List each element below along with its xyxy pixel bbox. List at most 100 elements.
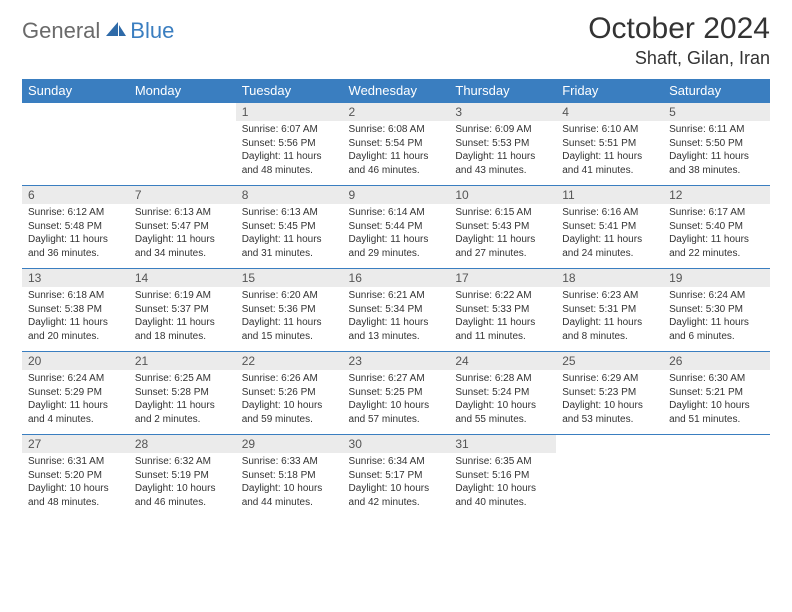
location-text: Shaft, Gilan, Iran xyxy=(588,48,770,69)
day-number: 9 xyxy=(343,186,450,204)
day-number: 23 xyxy=(343,352,450,370)
day-header-cell: Friday xyxy=(556,79,663,103)
day-cell: 8Sunrise: 6:13 AMSunset: 5:45 PMDaylight… xyxy=(236,186,343,269)
day-cell: 10Sunrise: 6:15 AMSunset: 5:43 PMDayligh… xyxy=(449,186,556,269)
day-details: Sunrise: 6:19 AMSunset: 5:37 PMDaylight:… xyxy=(129,287,236,351)
title-block: October 2024 Shaft, Gilan, Iran xyxy=(588,12,770,69)
week-row: 20Sunrise: 6:24 AMSunset: 5:29 PMDayligh… xyxy=(22,352,770,435)
month-title: October 2024 xyxy=(588,12,770,46)
day-number: 17 xyxy=(449,269,556,287)
day-number: 4 xyxy=(556,103,663,121)
day-details: Sunrise: 6:29 AMSunset: 5:23 PMDaylight:… xyxy=(556,370,663,434)
day-details: Sunrise: 6:20 AMSunset: 5:36 PMDaylight:… xyxy=(236,287,343,351)
day-number: 5 xyxy=(663,103,770,121)
day-number: 21 xyxy=(129,352,236,370)
day-number: 13 xyxy=(22,269,129,287)
brand-text-general: General xyxy=(22,18,100,44)
day-cell: 19Sunrise: 6:24 AMSunset: 5:30 PMDayligh… xyxy=(663,269,770,352)
day-number: 27 xyxy=(22,435,129,453)
day-cell: 17Sunrise: 6:22 AMSunset: 5:33 PMDayligh… xyxy=(449,269,556,352)
page-header: General Blue October 2024 Shaft, Gilan, … xyxy=(22,12,770,69)
day-cell: 14Sunrise: 6:19 AMSunset: 5:37 PMDayligh… xyxy=(129,269,236,352)
day-cell: 22Sunrise: 6:26 AMSunset: 5:26 PMDayligh… xyxy=(236,352,343,435)
day-details: Sunrise: 6:24 AMSunset: 5:29 PMDaylight:… xyxy=(22,370,129,434)
day-cell: 9Sunrise: 6:14 AMSunset: 5:44 PMDaylight… xyxy=(343,186,450,269)
day-details: Sunrise: 6:11 AMSunset: 5:50 PMDaylight:… xyxy=(663,121,770,185)
day-cell: 27Sunrise: 6:31 AMSunset: 5:20 PMDayligh… xyxy=(22,435,129,518)
day-details: Sunrise: 6:33 AMSunset: 5:18 PMDaylight:… xyxy=(236,453,343,517)
day-details: Sunrise: 6:34 AMSunset: 5:17 PMDaylight:… xyxy=(343,453,450,517)
day-details: Sunrise: 6:07 AMSunset: 5:56 PMDaylight:… xyxy=(236,121,343,185)
day-cell xyxy=(22,103,129,186)
day-number: 20 xyxy=(22,352,129,370)
day-number: 24 xyxy=(449,352,556,370)
day-number: 15 xyxy=(236,269,343,287)
day-details: Sunrise: 6:10 AMSunset: 5:51 PMDaylight:… xyxy=(556,121,663,185)
day-cell: 13Sunrise: 6:18 AMSunset: 5:38 PMDayligh… xyxy=(22,269,129,352)
day-cell: 30Sunrise: 6:34 AMSunset: 5:17 PMDayligh… xyxy=(343,435,450,518)
day-number: 30 xyxy=(343,435,450,453)
day-details: Sunrise: 6:15 AMSunset: 5:43 PMDaylight:… xyxy=(449,204,556,268)
day-cell: 31Sunrise: 6:35 AMSunset: 5:16 PMDayligh… xyxy=(449,435,556,518)
brand-text-blue: Blue xyxy=(130,18,174,44)
day-number: 6 xyxy=(22,186,129,204)
brand-logo: General Blue xyxy=(22,18,174,44)
brand-sail-icon xyxy=(104,20,128,38)
day-header-cell: Tuesday xyxy=(236,79,343,103)
day-details: Sunrise: 6:09 AMSunset: 5:53 PMDaylight:… xyxy=(449,121,556,185)
day-details: Sunrise: 6:32 AMSunset: 5:19 PMDaylight:… xyxy=(129,453,236,517)
day-cell: 12Sunrise: 6:17 AMSunset: 5:40 PMDayligh… xyxy=(663,186,770,269)
day-number: 26 xyxy=(663,352,770,370)
day-number: 28 xyxy=(129,435,236,453)
week-row: 13Sunrise: 6:18 AMSunset: 5:38 PMDayligh… xyxy=(22,269,770,352)
day-header-cell: Wednesday xyxy=(343,79,450,103)
day-number: 18 xyxy=(556,269,663,287)
day-cell: 18Sunrise: 6:23 AMSunset: 5:31 PMDayligh… xyxy=(556,269,663,352)
day-number: 10 xyxy=(449,186,556,204)
day-details: Sunrise: 6:27 AMSunset: 5:25 PMDaylight:… xyxy=(343,370,450,434)
day-cell: 26Sunrise: 6:30 AMSunset: 5:21 PMDayligh… xyxy=(663,352,770,435)
day-cell: 23Sunrise: 6:27 AMSunset: 5:25 PMDayligh… xyxy=(343,352,450,435)
day-number: 3 xyxy=(449,103,556,121)
day-number: 1 xyxy=(236,103,343,121)
day-details: Sunrise: 6:08 AMSunset: 5:54 PMDaylight:… xyxy=(343,121,450,185)
day-header-cell: Saturday xyxy=(663,79,770,103)
day-cell: 25Sunrise: 6:29 AMSunset: 5:23 PMDayligh… xyxy=(556,352,663,435)
day-header-cell: Thursday xyxy=(449,79,556,103)
day-cell: 2Sunrise: 6:08 AMSunset: 5:54 PMDaylight… xyxy=(343,103,450,186)
day-number: 29 xyxy=(236,435,343,453)
day-details: Sunrise: 6:13 AMSunset: 5:45 PMDaylight:… xyxy=(236,204,343,268)
day-number: 16 xyxy=(343,269,450,287)
day-cell: 7Sunrise: 6:13 AMSunset: 5:47 PMDaylight… xyxy=(129,186,236,269)
day-cell: 28Sunrise: 6:32 AMSunset: 5:19 PMDayligh… xyxy=(129,435,236,518)
day-details: Sunrise: 6:12 AMSunset: 5:48 PMDaylight:… xyxy=(22,204,129,268)
day-details: Sunrise: 6:26 AMSunset: 5:26 PMDaylight:… xyxy=(236,370,343,434)
day-details: Sunrise: 6:18 AMSunset: 5:38 PMDaylight:… xyxy=(22,287,129,351)
day-details: Sunrise: 6:17 AMSunset: 5:40 PMDaylight:… xyxy=(663,204,770,268)
day-number: 14 xyxy=(129,269,236,287)
day-header-row: SundayMondayTuesdayWednesdayThursdayFrid… xyxy=(22,79,770,103)
week-row: 6Sunrise: 6:12 AMSunset: 5:48 PMDaylight… xyxy=(22,186,770,269)
day-number: 7 xyxy=(129,186,236,204)
day-cell: 5Sunrise: 6:11 AMSunset: 5:50 PMDaylight… xyxy=(663,103,770,186)
day-cell: 4Sunrise: 6:10 AMSunset: 5:51 PMDaylight… xyxy=(556,103,663,186)
day-details: Sunrise: 6:13 AMSunset: 5:47 PMDaylight:… xyxy=(129,204,236,268)
day-details: Sunrise: 6:30 AMSunset: 5:21 PMDaylight:… xyxy=(663,370,770,434)
day-cell xyxy=(556,435,663,518)
day-details: Sunrise: 6:35 AMSunset: 5:16 PMDaylight:… xyxy=(449,453,556,517)
day-cell: 6Sunrise: 6:12 AMSunset: 5:48 PMDaylight… xyxy=(22,186,129,269)
day-details: Sunrise: 6:31 AMSunset: 5:20 PMDaylight:… xyxy=(22,453,129,517)
day-cell: 29Sunrise: 6:33 AMSunset: 5:18 PMDayligh… xyxy=(236,435,343,518)
day-cell: 20Sunrise: 6:24 AMSunset: 5:29 PMDayligh… xyxy=(22,352,129,435)
day-cell: 24Sunrise: 6:28 AMSunset: 5:24 PMDayligh… xyxy=(449,352,556,435)
day-cell: 11Sunrise: 6:16 AMSunset: 5:41 PMDayligh… xyxy=(556,186,663,269)
day-cell: 21Sunrise: 6:25 AMSunset: 5:28 PMDayligh… xyxy=(129,352,236,435)
day-details: Sunrise: 6:25 AMSunset: 5:28 PMDaylight:… xyxy=(129,370,236,434)
day-cell: 15Sunrise: 6:20 AMSunset: 5:36 PMDayligh… xyxy=(236,269,343,352)
day-details: Sunrise: 6:14 AMSunset: 5:44 PMDaylight:… xyxy=(343,204,450,268)
day-number: 25 xyxy=(556,352,663,370)
day-number: 2 xyxy=(343,103,450,121)
day-details: Sunrise: 6:28 AMSunset: 5:24 PMDaylight:… xyxy=(449,370,556,434)
day-header-cell: Monday xyxy=(129,79,236,103)
day-cell xyxy=(129,103,236,186)
